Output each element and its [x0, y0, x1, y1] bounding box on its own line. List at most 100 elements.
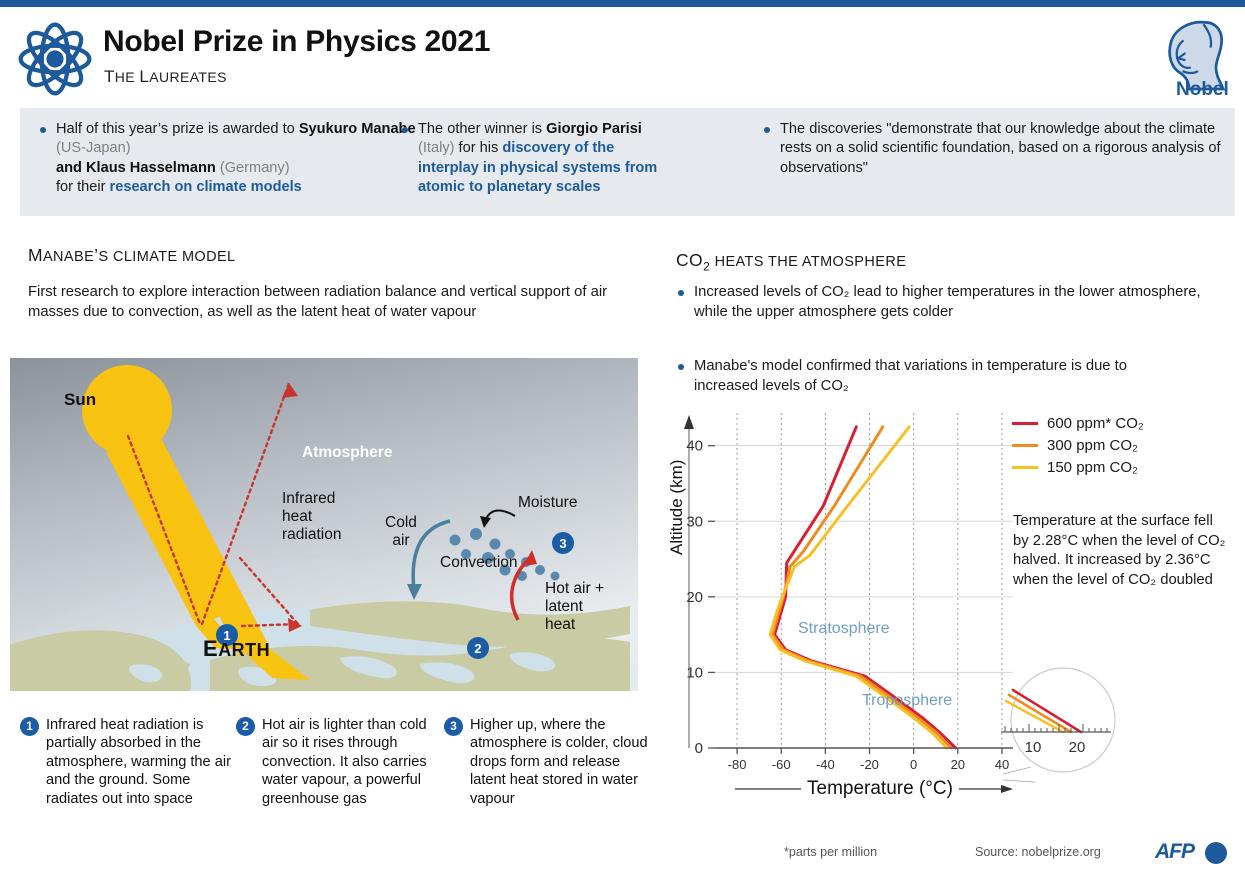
x-axis-arrow-right	[958, 784, 1013, 793]
x-tick-20: 20	[951, 757, 965, 772]
laureate-bullet-2: The other winner is Giorgio Parisi (Italy…	[402, 120, 768, 198]
chart-axes	[684, 415, 1013, 749]
note-2: 2 Hot air is lighter than cold air so it…	[236, 716, 437, 808]
infrared-line2: heat	[282, 507, 313, 525]
series-line-1	[770, 425, 953, 750]
moisture-label: Moisture	[518, 494, 578, 511]
series-line-2	[768, 425, 949, 750]
laureate-text-1: Half of this year’s prize is awarded to …	[56, 121, 416, 196]
right-bullet-text-2: Manabe's model confirmed that variations…	[694, 358, 1127, 394]
svg-text:1: 1	[223, 628, 230, 643]
right-title-co: CO	[676, 250, 704, 270]
legend-swatch-150	[1012, 465, 1038, 469]
x-axis-title: Temperature (°C)	[735, 778, 1015, 800]
note-text-3: Higher up, where the atmosphere is colde…	[470, 717, 648, 807]
x-tick-0: 0	[910, 757, 917, 772]
ppm-footnote: *parts per million	[784, 845, 878, 859]
x-tick--60: -60	[772, 757, 791, 772]
subtitle-l: L	[139, 67, 150, 86]
earth-label: EARTH	[203, 636, 270, 661]
svg-text:3: 3	[559, 536, 566, 551]
magnifier-tick-10: 10	[1025, 739, 1042, 756]
afp-logo-dot-icon	[1205, 842, 1227, 864]
note-number-3: 3	[444, 717, 463, 736]
laureates-bar: Half of this year’s prize is awarded to …	[20, 108, 1235, 216]
bullet-dot-icon	[678, 290, 684, 296]
right-section-title: CO2 HEATS THE ATMOSPHERE	[676, 250, 906, 274]
y-tick-20: 20	[686, 589, 703, 606]
right-bullet-text-1: Increased levels of CO₂ lead to higher t…	[694, 284, 1201, 320]
climate-model-diagram: 1 2 3 Sun Atmosphere Moisture Infrared h…	[10, 358, 638, 691]
infrared-label: Infrared heat radiation	[282, 490, 341, 543]
nobel-logo-text: Nobel	[1176, 79, 1229, 100]
y-tick-10: 10	[686, 664, 703, 681]
hot-air-line3: heat	[545, 615, 576, 633]
earth-e: E	[203, 636, 219, 661]
laureate-bullet-1: Half of this year’s prize is awarded to …	[40, 120, 416, 198]
infrared-line3: radiation	[282, 525, 342, 543]
chart-annotation-text: Temperature at the surface fell by 2.28°…	[1013, 513, 1226, 589]
svg-text:2: 2	[474, 641, 481, 656]
note-number-2: 2	[236, 717, 255, 736]
x-tick--80: -80	[728, 757, 747, 772]
diagram-svg: 1 2 3	[10, 358, 638, 691]
atom-icon	[18, 22, 92, 96]
magnifier-tick-20: 20	[1069, 739, 1086, 756]
bullet-dot-icon	[40, 127, 46, 133]
laureate-text-2: The other winner is Giorgio Parisi (Italy…	[418, 121, 658, 196]
infrared-line1: Infrared	[282, 490, 336, 507]
chart-gridlines	[715, 413, 1013, 748]
bullet-dot-icon	[764, 127, 770, 133]
hot-air-line2: latent	[545, 597, 583, 615]
y-axis-title: Altitude (km)	[667, 459, 686, 555]
x-tick-40: 40	[995, 757, 1009, 772]
top-accent-bar	[0, 0, 1245, 7]
x-axis-title-text: Temperature (°C)	[807, 778, 953, 799]
note-text-1: Infrared heat radiation is partially abs…	[46, 717, 231, 807]
sun-label: Sun	[64, 390, 97, 409]
y-tick-40: 40	[686, 438, 703, 455]
page-subtitle: THE LAUREATES	[104, 67, 227, 87]
legend-item-300: 300 ppm CO₂	[1012, 434, 1144, 456]
note-1: 1 Infrared heat radiation is partially a…	[20, 716, 234, 808]
stratosphere-label: Stratosphere	[798, 620, 890, 637]
legend-item-150: 150 ppm CO₂	[1012, 456, 1144, 478]
legend-swatch-600	[1012, 421, 1038, 425]
subtitle-aureates: AUREATES	[149, 69, 227, 85]
left-title-anabe: ANABE	[42, 249, 95, 265]
legend-label-600: 600 ppm* CO₂	[1047, 414, 1144, 432]
x-axis-rule-left	[735, 788, 801, 790]
left-intro-text: First research to explore interaction be…	[28, 284, 608, 320]
right-title-rest: HEATS THE ATMOSPHERE	[710, 254, 907, 270]
nobel-medal-portrait-icon	[1168, 20, 1226, 91]
chart-tick-labels: -80 -60 -40 -20 0 20 40 0 10 20 30 40	[686, 438, 1009, 772]
chart-legend: 600 ppm* CO₂ 300 ppm CO₂ 150 ppm CO₂	[1012, 412, 1144, 478]
right-bullet-1: Increased levels of CO₂ lead to higher t…	[678, 283, 1234, 322]
series-line-0	[773, 425, 958, 750]
left-title-s-climate-model: S CLIMATE MODEL	[98, 249, 236, 265]
x-tick--40: -40	[816, 757, 835, 772]
sun-icon	[82, 365, 172, 455]
right-bullet-2: Manabe's model confirmed that variations…	[678, 357, 1164, 396]
right-title-subscript: 2	[703, 259, 711, 274]
laureate-bullet-3: The discoveries "demonstrate that our kn…	[764, 120, 1230, 178]
legend-label-150: 150 ppm CO₂	[1047, 458, 1138, 476]
cold-air-label: Cold air	[385, 514, 417, 550]
left-title-apostrophe: ’	[94, 245, 99, 265]
legend-swatch-300	[1012, 443, 1038, 447]
laureate-text-3: The discoveries "demonstrate that our kn…	[780, 121, 1221, 176]
x-tick--20: -20	[860, 757, 879, 772]
afp-logo-text: AFP	[1155, 840, 1195, 863]
cold-air-line2: air	[392, 531, 410, 549]
cold-air-line1: Cold	[385, 514, 417, 531]
note-number-1: 1	[20, 717, 39, 736]
y-tick-0: 0	[695, 740, 703, 757]
hot-air-line1: Hot air +	[545, 580, 605, 597]
note-3: 3 Higher up, where the atmosphere is col…	[444, 716, 650, 808]
subtitle-t: T	[104, 67, 115, 86]
atmosphere-label: Atmosphere	[302, 444, 393, 461]
page-title: Nobel Prize in Physics 2021	[103, 25, 491, 58]
convection-label: Convection	[440, 554, 518, 571]
bullet-dot-icon	[402, 127, 408, 133]
legend-label-300: 300 ppm CO₂	[1047, 436, 1138, 454]
